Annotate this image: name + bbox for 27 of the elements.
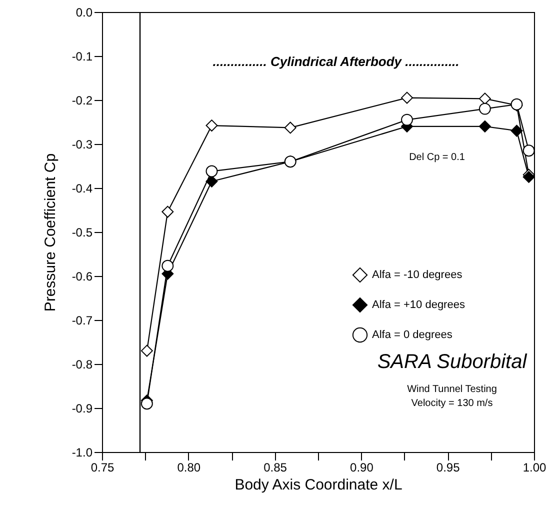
annotation: Del Cp = 0.1 <box>409 152 466 163</box>
x-tick-label: 0.95 <box>436 460 460 474</box>
y-axis-title: Pressure Coefficient Cp <box>42 153 59 312</box>
x-tick-label: 0.85 <box>264 460 288 474</box>
x-tick-label: 0.75 <box>90 460 114 474</box>
y-tick-label: -0.6 <box>72 270 93 284</box>
x-tick-label: 1.00 <box>522 460 546 474</box>
y-tick-label: -0.3 <box>72 138 93 152</box>
y-tick-label: -0.8 <box>72 358 93 372</box>
annotation: SARA Suborbital <box>377 351 528 373</box>
y-tick-label: -0.7 <box>72 314 93 328</box>
legend-label: Alfa = -10 degrees <box>372 269 463 281</box>
y-tick-label: -0.9 <box>72 402 93 416</box>
y-tick-label: 0.0 <box>76 6 93 20</box>
x-axis-title: Body Axis Coordinate x/L <box>234 476 402 494</box>
y-tick-label: -0.1 <box>72 50 93 64</box>
x-tick-label: 0.80 <box>177 460 201 474</box>
legend-label: Alfa = 0 degrees <box>372 329 453 341</box>
x-tick-label: 0.90 <box>350 460 374 474</box>
y-tick-label: -0.4 <box>72 182 93 196</box>
y-tick-label: -0.2 <box>72 94 93 108</box>
annotation: Velocity = 130 m/s <box>411 398 493 409</box>
annotation: ............... Cylindrical Afterbody ............... <box>212 54 460 69</box>
annotation: Wind Tunnel Testing <box>407 384 497 395</box>
y-tick-label: -1.0 <box>72 446 93 460</box>
y-tick-label: -0.5 <box>72 226 93 240</box>
legend-label: Alfa = +10 degrees <box>372 299 466 311</box>
